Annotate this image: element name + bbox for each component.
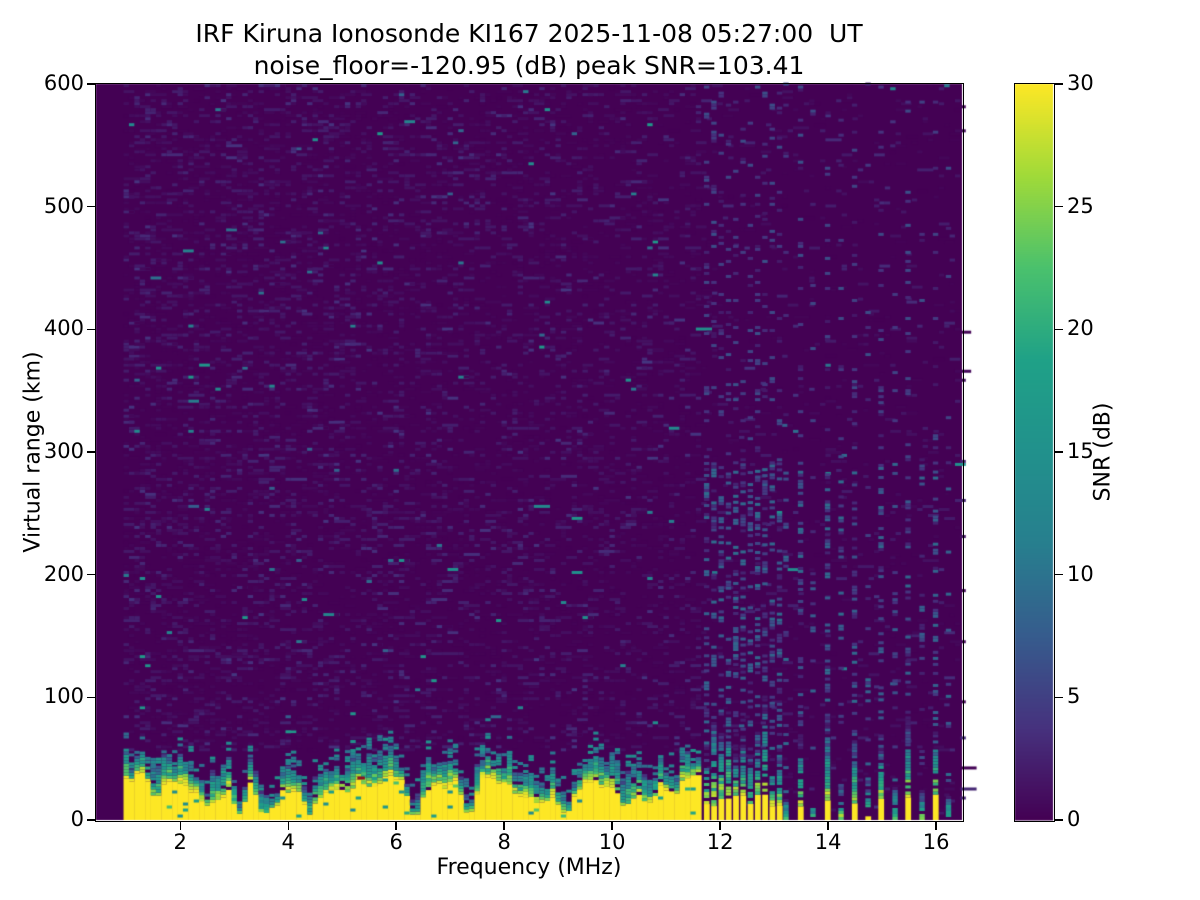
y-tick-mark: [87, 573, 95, 576]
x-tick-label: 4: [281, 830, 295, 854]
y-tick-mark: [87, 205, 95, 208]
x-tick-mark: [395, 822, 397, 830]
x-tick-mark: [287, 822, 289, 830]
y-tick-mark: [87, 696, 95, 699]
colorbar-tick-mark: [1055, 328, 1063, 331]
y-tick-label: 200: [43, 561, 84, 586]
x-tick-label: 2: [173, 830, 187, 854]
x-tick-label: 6: [389, 830, 403, 854]
x-tick-label: 10: [598, 830, 626, 854]
x-tick-mark: [503, 822, 505, 830]
colorbar-tick-label: 0: [1067, 807, 1081, 831]
colorbar-tick-label: 30: [1067, 71, 1094, 95]
colorbar-tick-label: 15: [1067, 439, 1094, 463]
y-tick-label: 600: [43, 71, 84, 95]
x-tick-mark: [827, 822, 829, 830]
x-tick-mark: [719, 822, 721, 830]
figure-title-line1: IRF Kiruna Ionosonde KI167 2025-11-08 05…: [195, 19, 863, 48]
colorbar-tick-mark: [1055, 83, 1063, 85]
figure-title-line2: noise_floor=-120.95 (dB) peak SNR=103.41: [253, 51, 805, 80]
y-tick-mark: [87, 819, 95, 821]
colorbar-tick-mark: [1055, 451, 1063, 453]
x-tick-label: 12: [706, 830, 734, 854]
x-tick-mark: [611, 822, 613, 830]
y-tick-mark: [87, 328, 95, 331]
y-tick-label: 500: [43, 193, 84, 218]
y-tick-mark: [87, 451, 95, 453]
colorbar-tick-mark: [1055, 696, 1063, 699]
colorbar-label: SNR (dB): [1090, 402, 1116, 502]
colorbar-tick-label: 10: [1067, 561, 1094, 586]
colorbar-tick-mark: [1055, 819, 1063, 821]
y-tick-label: 0: [70, 807, 84, 831]
colorbar-tick-mark: [1055, 573, 1063, 576]
x-axis-label: Frequency (MHz): [436, 855, 622, 880]
y-tick-label: 100: [43, 684, 84, 709]
y-tick-label: 400: [43, 316, 84, 341]
x-tick-label: 14: [814, 830, 842, 854]
y-tick-mark: [87, 83, 95, 85]
x-tick-mark: [179, 822, 181, 830]
x-tick-mark: [935, 822, 937, 830]
colorbar-tick-mark: [1055, 205, 1063, 208]
colorbar-tick-label: 5: [1067, 684, 1081, 709]
y-axis-label: Virtual range (km): [20, 351, 46, 553]
colorbar-tick-label: 25: [1067, 193, 1094, 218]
colorbar-tick-label: 20: [1067, 316, 1094, 341]
x-tick-label: 8: [497, 830, 511, 854]
y-tick-label: 300: [43, 439, 84, 463]
x-tick-label: 16: [922, 830, 950, 854]
